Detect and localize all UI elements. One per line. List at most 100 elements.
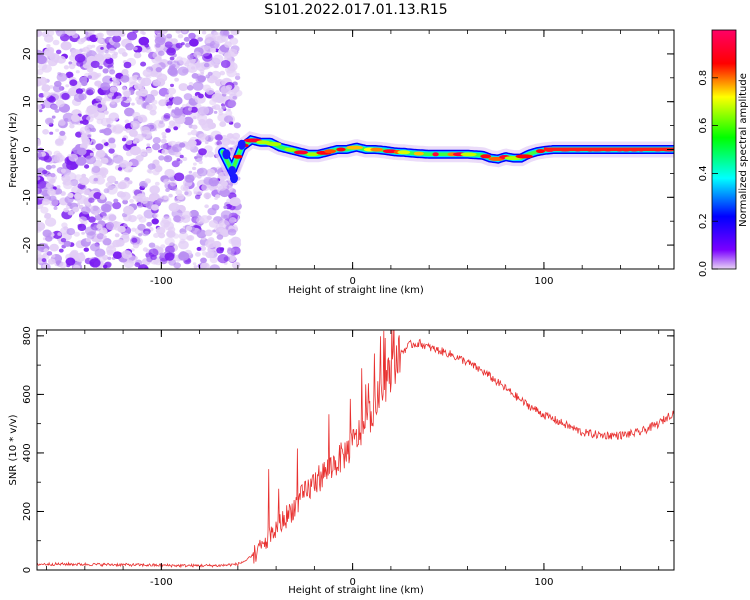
noise-speckle xyxy=(195,252,201,257)
noise-speckle xyxy=(176,56,183,62)
noise-speckle xyxy=(37,69,44,75)
noise-speckle xyxy=(115,95,124,103)
noise-speckle xyxy=(63,118,69,122)
noise-speckle xyxy=(196,62,207,72)
noise-speckle xyxy=(93,177,99,182)
noise-speckle xyxy=(141,198,148,204)
noise-speckle xyxy=(164,252,175,261)
noise-speckle xyxy=(198,148,207,156)
noise-speckle xyxy=(170,109,182,119)
noise-speckle xyxy=(144,266,149,269)
noise-speckle xyxy=(158,50,165,56)
figure-title: S101.2022.017.01.13.R15 xyxy=(264,2,447,18)
noise-speckle xyxy=(122,88,131,96)
noise-speckle xyxy=(84,164,90,169)
noise-speckle xyxy=(204,229,213,237)
noise-speckle xyxy=(121,52,128,57)
noise-speckle xyxy=(86,66,94,73)
noise-speckle xyxy=(95,176,106,185)
noise-speckle xyxy=(98,65,103,70)
noise-speckle xyxy=(112,251,122,259)
noise-speckle xyxy=(76,60,84,67)
noise-speckle xyxy=(177,66,189,76)
noise-speckle xyxy=(175,30,182,34)
noise-speckle xyxy=(150,71,158,78)
noise-speckle xyxy=(170,38,178,45)
ridge-hotspot xyxy=(480,154,492,159)
noise-speckle xyxy=(227,48,238,57)
ridge-hotspot xyxy=(346,145,363,150)
noise-speckle xyxy=(220,60,231,68)
noise-speckle xyxy=(95,33,103,39)
noise-speckle xyxy=(161,216,172,225)
noise-speckle xyxy=(42,91,51,98)
noise-speckle xyxy=(157,149,162,153)
noise-speckle xyxy=(155,43,161,48)
noise-speckle xyxy=(183,116,194,126)
noise-speckle xyxy=(153,119,165,129)
y-tick-label: 200 xyxy=(22,502,33,521)
noise-speckle xyxy=(49,195,57,202)
noise-speckle xyxy=(234,89,243,97)
noise-speckle xyxy=(42,264,47,268)
noise-speckle xyxy=(140,182,147,188)
noise-speckle xyxy=(47,258,56,265)
noise-speckle xyxy=(142,247,148,252)
noise-speckle xyxy=(180,214,191,223)
noise-speckle xyxy=(158,99,167,107)
noise-speckle xyxy=(55,30,66,37)
noise-speckle xyxy=(178,83,189,92)
noise-speckle xyxy=(207,237,215,243)
noise-speckle xyxy=(186,85,194,91)
noise-speckle xyxy=(82,119,89,125)
noise-speckle xyxy=(133,46,138,51)
noise-speckle xyxy=(106,185,118,195)
noise-speckle xyxy=(51,104,58,110)
colorbar-ticks: 0.0 0.2 0.4 0.6 0.8 xyxy=(698,70,718,277)
noise-speckle xyxy=(106,213,117,222)
noise-speckle xyxy=(128,129,138,137)
noise-speckle xyxy=(49,243,59,252)
noise-speckle xyxy=(155,226,166,235)
noise-speckle xyxy=(112,201,122,210)
noise-speckle xyxy=(81,48,86,52)
noise-speckle xyxy=(68,61,73,65)
noise-speckle xyxy=(120,192,126,198)
noise-speckle xyxy=(204,204,209,209)
noise-speckle xyxy=(58,134,67,142)
noise-speckle xyxy=(179,238,186,244)
noise-speckle xyxy=(230,236,241,246)
noise-speckle xyxy=(109,69,116,75)
noise-speckle xyxy=(187,139,197,148)
noise-speckle xyxy=(83,247,90,252)
noise-speckle xyxy=(80,134,87,139)
spectrogram-ylabel: Frequency (Hz) xyxy=(8,112,19,188)
noise-speckle xyxy=(132,195,137,199)
noise-speckle xyxy=(102,68,109,74)
noise-speckle xyxy=(230,30,240,36)
noise-speckle xyxy=(41,198,50,206)
noise-speckle xyxy=(91,147,96,152)
noise-speckle xyxy=(75,70,80,74)
noise-speckle xyxy=(226,248,235,255)
noise-speckle xyxy=(37,250,42,256)
noise-speckle xyxy=(138,36,150,46)
noise-speckle xyxy=(85,237,91,243)
noise-speckle xyxy=(79,76,88,84)
noise-speckle xyxy=(112,35,122,43)
noise-speckle xyxy=(132,30,139,34)
noise-speckle xyxy=(173,215,182,223)
ridge-hotspot xyxy=(306,152,319,157)
noise-speckle xyxy=(218,108,224,113)
noise-speckle xyxy=(144,230,150,235)
noise-speckle xyxy=(106,175,117,184)
noise-speckle xyxy=(104,53,112,60)
noise-speckle xyxy=(95,149,106,158)
noise-speckle xyxy=(172,96,183,105)
noise-speckle xyxy=(38,62,48,71)
noise-speckle xyxy=(209,186,215,191)
x-tick-label: 100 xyxy=(534,276,553,287)
noise-speckle xyxy=(154,181,160,186)
noise-speckle xyxy=(63,207,69,213)
noise-speckle xyxy=(37,30,43,37)
